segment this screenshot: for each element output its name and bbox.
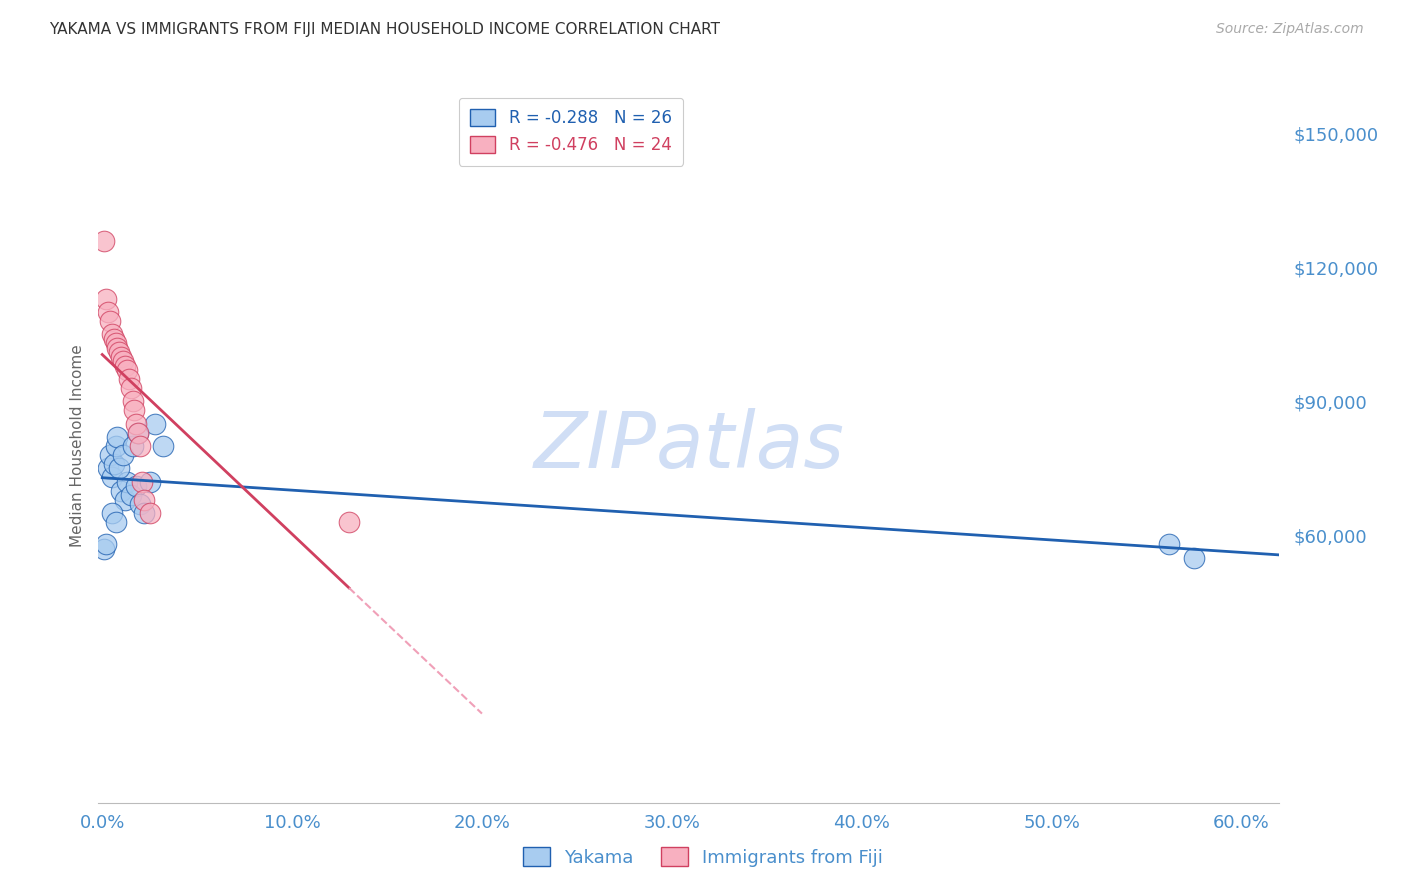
Point [120,381,142,395]
Point [145,417,167,431]
Point [115,475,138,489]
Point [152,439,174,453]
Point [104,336,127,351]
Point [129,439,152,453]
Point [120,488,142,502]
Point [127,425,149,440]
Text: YAKAMA VS IMMIGRANTS FROM FIJI MEDIAN HOUSEHOLD INCOME CORRELATION CHART: YAKAMA VS IMMIGRANTS FROM FIJI MEDIAN HO… [49,22,720,37]
Y-axis label: Median Household Income: Median Household Income [69,344,84,548]
Point [114,492,136,507]
Point [103,332,125,346]
Point [100,470,122,484]
Point [1182,550,1205,565]
Point [94,292,117,306]
Point [132,506,155,520]
Point [127,425,149,440]
Point [125,417,148,431]
Text: Source: ZipAtlas.com: Source: ZipAtlas.com [1216,22,1364,37]
Point [107,430,129,444]
Point [93,234,115,248]
Point [125,479,148,493]
Legend: R = -0.288   N = 26, R = -0.476   N = 24: R = -0.288 N = 26, R = -0.476 N = 24 [458,97,683,166]
Point [108,345,131,359]
Point [118,372,141,386]
Point [94,537,117,551]
Point [98,314,121,328]
Point [114,359,136,373]
Legend: Yakama, Immigrants from Fiji: Yakama, Immigrants from Fiji [516,840,890,874]
Point [97,461,120,475]
Point [129,497,152,511]
Point [124,403,146,417]
Point [132,492,155,507]
Point [98,448,121,462]
Point [104,515,127,529]
Point [112,354,135,368]
Point [97,305,120,319]
Point [110,350,132,364]
Point [93,541,115,556]
Point [103,457,125,471]
Point [100,327,122,342]
Point [104,439,127,453]
Point [138,475,160,489]
Point [131,475,153,489]
Point [121,439,143,453]
Text: ZIPatlas: ZIPatlas [533,408,845,484]
Point [337,515,360,529]
Point [121,394,143,409]
Point [1159,537,1181,551]
Point [110,483,132,498]
Point [138,506,160,520]
Point [108,461,131,475]
Point [115,363,138,377]
Point [112,448,135,462]
Point [107,341,129,355]
Point [100,506,122,520]
